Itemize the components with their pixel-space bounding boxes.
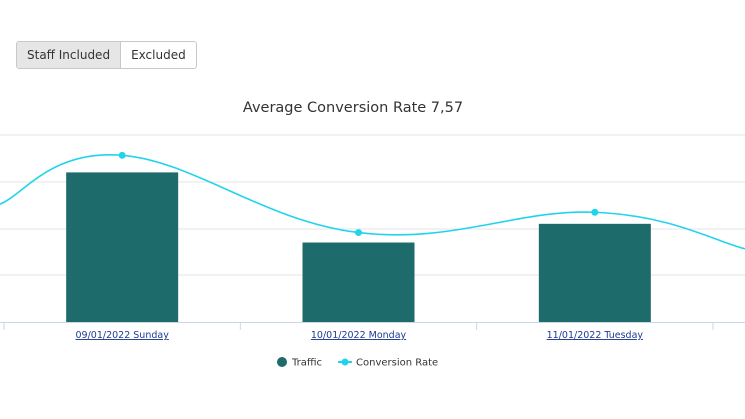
x-tick-label[interactable]: 10/01/2022 Monday [311, 330, 407, 341]
conversion-rate-point [591, 208, 599, 216]
traffic-bar [66, 172, 179, 322]
x-axis: 09/01/2022 Sunday 10/01/2022 Monday 11/01/… [0, 322, 745, 341]
x-tick-label[interactable]: 09/01/2022 Sunday [76, 330, 170, 341]
conversion-legend-label: Conversion Rate [356, 358, 438, 369]
traffic-bar [302, 242, 415, 322]
excluded-button[interactable]: Excluded [120, 42, 196, 68]
conversion-rate-point [118, 151, 126, 159]
legend: Traffic Conversion Rate [277, 357, 438, 369]
traffic-bar [538, 223, 651, 322]
traffic-legend-icon [277, 357, 287, 367]
staff-included-button[interactable]: Staff Included [17, 42, 121, 68]
x-tick-label[interactable]: 11/01/2022 Tuesday [547, 330, 644, 341]
conversion-line [0, 151, 745, 250]
staff-filter-toggle: Staff Included Excluded [16, 41, 197, 69]
conversion-legend-icon [341, 358, 349, 366]
traffic-legend-label: Traffic [291, 358, 322, 369]
chart-title: Average Conversion Rate 7,57 [243, 100, 463, 116]
bars [66, 172, 651, 322]
conversion-rate-point [355, 229, 362, 237]
